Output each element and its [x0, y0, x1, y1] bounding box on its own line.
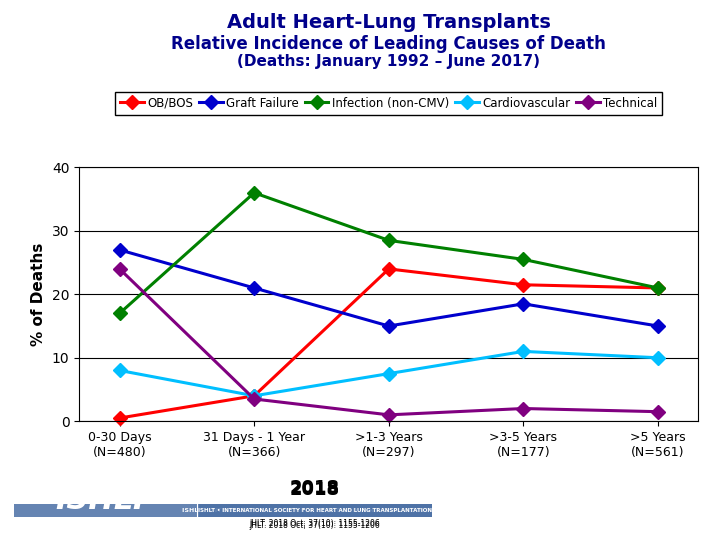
Technical — [654, 408, 662, 415]
Text: 2018: 2018 — [290, 479, 340, 497]
Technical — [115, 266, 124, 272]
Cardiovascular — [250, 393, 258, 399]
Cardiovascular — [654, 354, 662, 361]
Technical — [250, 396, 258, 402]
Cardiovascular — [384, 370, 393, 377]
Infection (non-CMV) — [384, 237, 393, 244]
Text: Adult Heart-Lung Transplants: Adult Heart-Lung Transplants — [227, 14, 551, 32]
Graft Failure — [519, 301, 528, 307]
OB/BOS — [384, 266, 393, 272]
Technical — [519, 405, 528, 411]
Text: 2018: 2018 — [290, 481, 340, 499]
Text: JHLT. 2018 Oct; 37(10): 1155-1206: JHLT. 2018 Oct; 37(10): 1155-1206 — [250, 519, 380, 528]
Cardiovascular — [115, 367, 124, 374]
Text: ISHLT: ISHLT — [55, 486, 149, 515]
Infection (non-CMV) — [519, 256, 528, 262]
Infection (non-CMV) — [250, 190, 258, 196]
Text: ISHLT • INTERNATIONAL SOCIETY FOR HEART AND LUNG TRANSPLANTATION: ISHLT • INTERNATIONAL SOCIETY FOR HEART … — [181, 508, 449, 513]
Line: Cardiovascular: Cardiovascular — [114, 347, 663, 401]
Line: OB/BOS: OB/BOS — [114, 264, 663, 423]
Graft Failure — [384, 323, 393, 329]
Line: Technical: Technical — [114, 264, 663, 420]
OB/BOS — [654, 285, 662, 291]
Graft Failure — [115, 247, 124, 253]
Text: JHLT. 2018 Oct; 37(10): 1155-1206: JHLT. 2018 Oct; 37(10): 1155-1206 — [250, 521, 380, 530]
Text: ISHLT • INTERNATIONAL SOCIETY FOR HEART AND LUNG TRANSPLANTATION: ISHLT • INTERNATIONAL SOCIETY FOR HEART … — [198, 508, 432, 513]
Graft Failure — [250, 285, 258, 291]
Cardiovascular — [519, 348, 528, 355]
OB/BOS — [519, 281, 528, 288]
Text: Relative Incidence of Leading Causes of Death: Relative Incidence of Leading Causes of … — [171, 35, 606, 53]
Legend: OB/BOS, Graft Failure, Infection (non-CMV), Cardiovascular, Technical: OB/BOS, Graft Failure, Infection (non-CM… — [115, 92, 662, 114]
Infection (non-CMV) — [115, 310, 124, 316]
Line: Graft Failure: Graft Failure — [114, 245, 663, 331]
OB/BOS — [115, 415, 124, 421]
Line: Infection (non-CMV): Infection (non-CMV) — [114, 188, 663, 318]
Text: (Deaths: January 1992 – June 2017): (Deaths: January 1992 – June 2017) — [238, 54, 540, 69]
Infection (non-CMV) — [654, 285, 662, 291]
Technical — [384, 411, 393, 418]
OB/BOS — [250, 393, 258, 399]
Graft Failure — [654, 323, 662, 329]
Y-axis label: % of Deaths: % of Deaths — [31, 242, 46, 346]
Bar — [198, 503, 432, 517]
Bar — [14, 503, 432, 517]
